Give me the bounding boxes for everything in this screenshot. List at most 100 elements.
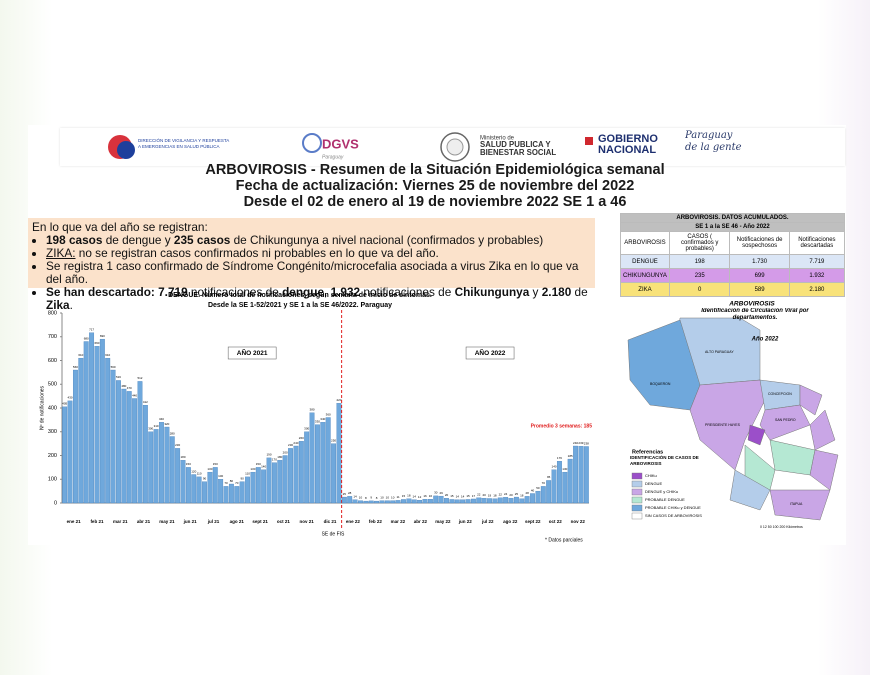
bar xyxy=(411,499,417,504)
bar xyxy=(573,445,578,504)
bar xyxy=(347,496,353,504)
value-label: 14 xyxy=(461,494,465,498)
bar xyxy=(137,381,143,504)
value-label: 150 xyxy=(186,462,191,466)
department xyxy=(799,384,823,416)
bar xyxy=(578,446,584,504)
value-label: 70 xyxy=(542,481,546,485)
value-label: 9 xyxy=(370,496,372,500)
legend-label: PROBABLE DENGUE xyxy=(645,497,685,502)
bar xyxy=(438,495,444,504)
bar xyxy=(309,412,315,504)
department xyxy=(747,424,766,446)
map-subtitle-box: Identificación de Circulación Viral por … xyxy=(701,308,808,321)
bar xyxy=(562,471,568,504)
value-label: 239 xyxy=(578,441,583,445)
bar xyxy=(358,500,363,504)
bar xyxy=(519,498,525,504)
bar xyxy=(180,460,186,504)
bar xyxy=(266,457,272,504)
value-label: 18 xyxy=(520,494,524,498)
bar xyxy=(530,493,535,504)
bullet-text: , xyxy=(324,285,331,299)
value-label: 70 xyxy=(224,481,228,485)
x-tick-label: ago 22 xyxy=(503,519,518,524)
bullet-list: 198 casos de dengue y 235 casos de Chiku… xyxy=(32,234,591,312)
table-row: ZIKA 0 589 2.180 xyxy=(620,282,846,297)
value-label: 240 xyxy=(573,441,578,445)
value-label: 150 xyxy=(256,462,261,466)
value-label: 320 xyxy=(164,422,169,426)
title-line: Fecha de actualización: Viernes 25 de no… xyxy=(235,178,635,194)
bar xyxy=(567,458,573,504)
value-label: 22 xyxy=(477,493,481,497)
legend-title: Referencias xyxy=(632,449,663,455)
value-label: 130 xyxy=(207,467,212,471)
map-legend: CHIKu DENGUE DENGUE y CHIKu PROBABLE DENGUE… xyxy=(631,472,702,520)
value-label: 70 xyxy=(235,481,239,485)
value-label: 250 xyxy=(331,438,336,442)
value-label: 380 xyxy=(310,408,315,412)
bar xyxy=(363,500,369,504)
department-label: SAN PEDRO xyxy=(775,418,796,422)
bar xyxy=(444,498,449,504)
logo-text: SALUD PÚBLICA Y BIENESTAR SOCIAL xyxy=(480,141,557,157)
bar xyxy=(223,486,229,504)
logo3-small: Ministerio de xyxy=(480,136,515,142)
bar xyxy=(508,498,514,504)
chart-title: Desde la SE 1-52/2021 y SE 1 a la SE 46/… xyxy=(208,302,392,309)
value-label: 90 xyxy=(203,476,207,480)
bar xyxy=(395,500,401,504)
x-tick-label: feb 21 xyxy=(90,519,104,524)
bar xyxy=(325,417,331,504)
department-label: CONCEPCION xyxy=(768,392,792,396)
x-axis-title: SE de FIS xyxy=(322,531,345,537)
legend-label: PROBABLE CHIKu y DENGUE xyxy=(645,505,701,510)
bullet: Se registra 1 caso confirmado de Síndrom… xyxy=(46,260,591,286)
summary-table: ARBOVIROSIS. DATOS ACUMULADOS. SE 1 a la … xyxy=(620,213,846,297)
value-label: 340 xyxy=(159,417,164,421)
logo-text: DIRECCIÓN DE VIGILANCIA Y RESPUESTA A EM… xyxy=(138,138,229,149)
x-tick-label: oct 22 xyxy=(549,519,563,524)
value-label: 25 xyxy=(343,492,347,496)
value-label: 15 xyxy=(402,494,406,498)
x-tick-label: abr 21 xyxy=(137,519,151,524)
x-tick-label: ene 22 xyxy=(346,519,361,524)
bar xyxy=(497,497,503,504)
seal xyxy=(446,138,464,156)
table-title: ARBOVIROSIS. DATOS ACUMULADOS. xyxy=(620,213,845,223)
bar xyxy=(314,424,320,504)
table-cell: 198 xyxy=(668,254,731,269)
value-label: 130 xyxy=(250,467,255,471)
table-cell: DENGUE xyxy=(620,254,670,269)
department xyxy=(769,489,831,521)
x-tick-label: dic 21 xyxy=(324,519,337,524)
series-label: AÑO 2022 xyxy=(475,348,506,357)
value-label: 300 xyxy=(304,427,309,431)
bar xyxy=(422,499,428,504)
x-tick-label: jun 21 xyxy=(183,519,198,524)
value-label: 140 xyxy=(261,465,266,469)
bar xyxy=(196,476,202,504)
bar xyxy=(121,388,127,504)
value-label: 190 xyxy=(267,453,272,457)
bar xyxy=(298,441,304,504)
bullet-text: 235 casos xyxy=(173,233,231,247)
value-label: 15 xyxy=(466,494,470,498)
value-label: 185 xyxy=(568,454,573,458)
bar xyxy=(336,403,342,504)
value-label: 110 xyxy=(245,472,250,476)
legend-label: DENGUE y CHIKu xyxy=(645,489,678,494)
bar xyxy=(293,445,299,504)
bar xyxy=(175,448,181,504)
logo-icon xyxy=(302,133,322,153)
map-year: Año 2022 xyxy=(751,337,779,343)
table-cell: 0 xyxy=(668,282,731,297)
bar xyxy=(202,481,207,504)
series-label-box xyxy=(227,346,277,360)
y-tick-label: 0 xyxy=(54,500,57,506)
bar xyxy=(132,398,138,504)
value-label: 20 xyxy=(445,493,449,497)
logo3: SALUD PÚBLICA Y BIENESTAR SOCIAL xyxy=(480,141,557,157)
